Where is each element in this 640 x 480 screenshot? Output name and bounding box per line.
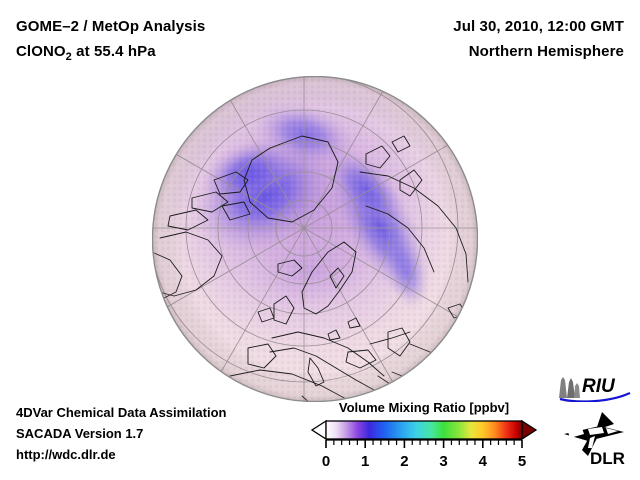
limb-shading [153,77,477,401]
dlr-logo: DLR [564,412,625,468]
colorbar-min-extend [310,419,327,441]
colorbar-ticks [325,440,523,448]
website-url[interactable]: http://wdc.dlr.de [16,447,116,462]
pressure-level: at 55.4 hPa [71,43,156,60]
colorbar-tick-labels: 0 1 2 3 4 5 [322,453,526,470]
colorbar-max-extend [521,419,538,441]
svg-text:5: 5 [518,453,526,470]
colorbar-gradient [325,420,523,440]
species-name: ClONO [16,43,66,60]
dlr-wordmark: DLR [590,449,625,468]
footer-left: 4DVar Chemical Data Assimilation SACADA … [16,402,227,465]
globe-map [152,76,478,402]
globe-svg [152,76,478,402]
svg-text:0: 0 [322,453,330,470]
species-level-label: ClONO2 at 55.4 hPa [16,39,205,70]
header-left: GOME–2 / MetOp Analysis ClONO2 at 55.4 h… [16,14,205,70]
species-subscript: 2 [65,51,72,63]
svg-text:4: 4 [479,453,488,470]
colorbar: 0 1 2 3 4 5 [310,419,538,470]
page-title: GOME–2 / MetOp Analysis [16,18,206,35]
version-label: SACADA Version 1.7 [16,426,144,441]
assimilation-label: 4DVar Chemical Data Assimilation [16,405,227,420]
riu-wordmark: RIU [582,376,616,397]
timestamp-label: Jul 30, 2010, 12:00 GMT [453,18,624,35]
riu-logo: RIU [559,376,631,402]
svg-text:1: 1 [361,453,369,470]
dlr-mark-icon [564,412,624,456]
svg-text:3: 3 [439,453,447,470]
riu-swoosh-icon [559,391,631,402]
colorbar-title: Volume Mixing Ratio [ppbv] [338,400,510,415]
header-right: Jul 30, 2010, 12:00 GMT Northern Hemisph… [453,14,624,64]
hemisphere-label: Northern Hemisphere [468,43,624,60]
svg-text:2: 2 [400,453,408,470]
colorbar-block: Volume Mixing Ratio [ppbv] 0 1 2 3 4 5 [304,400,544,477]
globe-limb [152,76,478,402]
riu-towers-icon [559,377,580,398]
